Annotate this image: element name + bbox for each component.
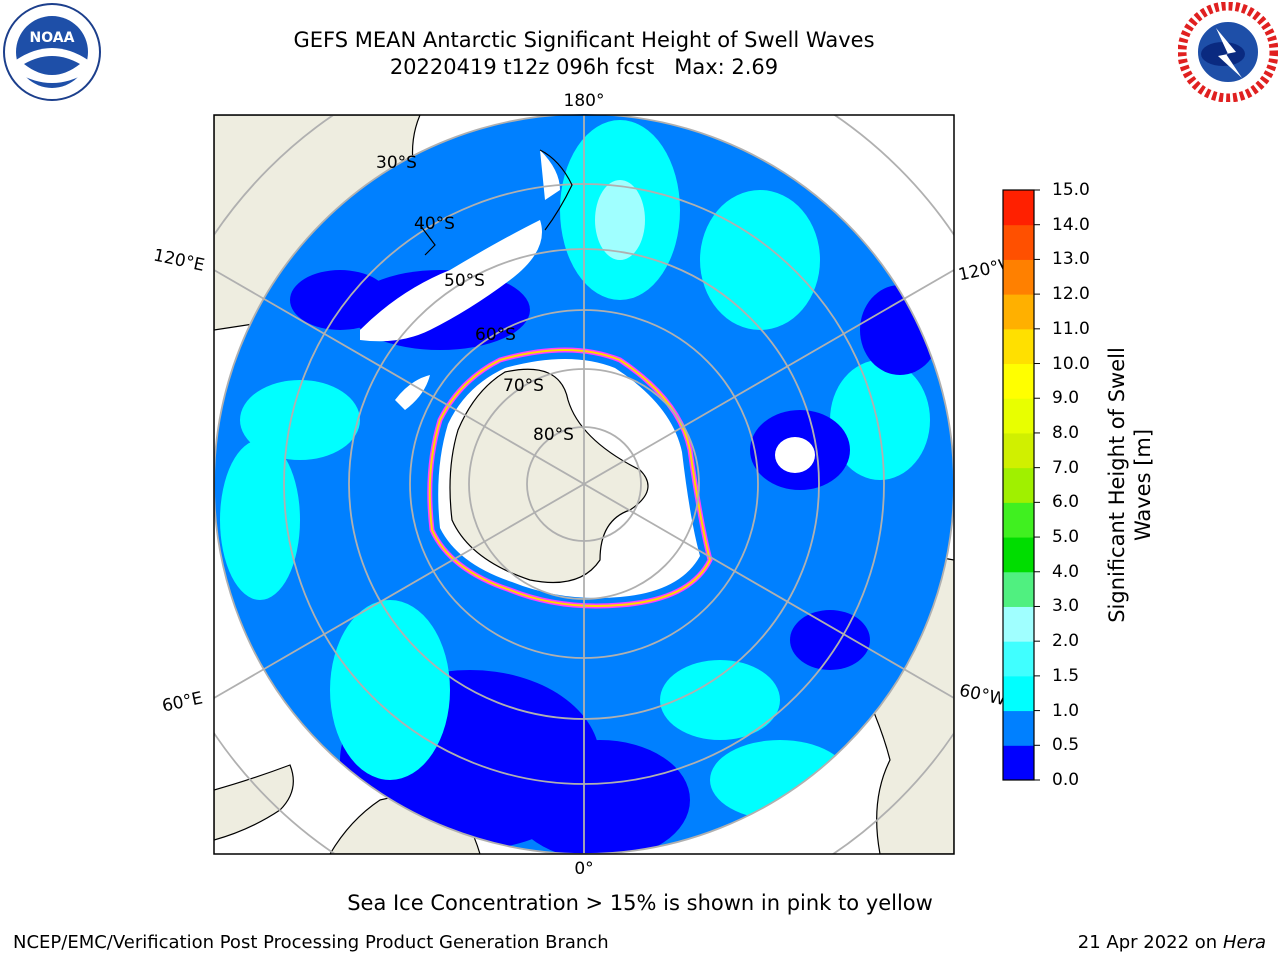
colorbar-title-line1: Significant Height of Swell [1105, 347, 1129, 623]
colorbar-tick-label: 1.0 [1052, 700, 1080, 721]
colorbar-title: Significant Height of Swell Waves [m] [1104, 347, 1156, 623]
colorbar-segment [1003, 259, 1034, 295]
lon-label-left-upper: 120°E [152, 246, 207, 276]
graticule [214, 115, 954, 854]
colorbar-tick-label: 0.0 [1052, 770, 1080, 790]
antarctica [427, 347, 713, 609]
colorbar-tick-label: 8.0 [1052, 422, 1080, 443]
colorbar-segment [1003, 294, 1034, 330]
colorbar-ticks [1034, 189, 1040, 781]
colorbar-tick-label: 10.0 [1052, 353, 1090, 374]
colorbar-segment [1003, 606, 1034, 642]
lat-label-30s: 30°S [376, 153, 417, 173]
lat-label-70s: 70°S [503, 376, 544, 396]
colorbar-segment [1003, 432, 1034, 469]
host-name: Hera [1222, 932, 1266, 953]
date-text: 21 Apr 2022 on [1077, 932, 1218, 953]
colorbar-segment [1003, 710, 1034, 746]
colorbar-tick-label: 2.0 [1052, 631, 1080, 652]
colorbar-title-line2: Waves [m] [1131, 428, 1155, 542]
colorbar-segment [1003, 363, 1034, 399]
colorbar-segment [1003, 502, 1034, 538]
colorbar-segment [1003, 641, 1034, 677]
credit-line: NCEP/EMC/Verification Post Processing Pr… [13, 932, 609, 953]
map-title: GEFS MEAN Antarctic Significant Height o… [293, 28, 875, 52]
lat-label-40s: 40°S [414, 214, 455, 234]
lon-label-top: 180° [564, 91, 605, 111]
colorbar-segment [1003, 571, 1034, 607]
colorbar-segment [1003, 398, 1034, 434]
colorbar-tick-label: 6.0 [1052, 492, 1080, 513]
lon-label-right-lower: 60°W [957, 681, 1007, 710]
colorbar-tick-label: 4.0 [1052, 561, 1080, 582]
noaa-logo-text: NOAA [30, 30, 75, 46]
colorbar-tick-label: 12.0 [1052, 284, 1090, 305]
map-subtitle: 20220419 t12z 096h fcst Max: 2.69 [389, 55, 779, 79]
colorbar [1003, 190, 1034, 781]
map-frame [213, 114, 955, 855]
colorbar-tick-label: 9.0 [1052, 388, 1080, 409]
date-line: 21 Apr 2022 on Hera [1078, 932, 1266, 953]
colorbar-tick-label: 1.5 [1052, 665, 1080, 686]
colorbar-segment [1003, 190, 1034, 226]
lat-label-50s: 50°S [444, 271, 485, 291]
nws-logo-icon [1178, 2, 1278, 102]
lon-label-bottom: 0° [574, 859, 593, 879]
colorbar-segment [1003, 467, 1034, 503]
colorbar-tick-label: 7.0 [1052, 457, 1080, 478]
colorbar-tick-label: 15.0 [1052, 180, 1090, 200]
lat-label-60s: 60°S [475, 325, 516, 345]
lon-label-left-lower: 60°E [160, 688, 204, 716]
sea-ice-note: Sea Ice Concentration > 15% is shown in … [347, 891, 933, 915]
colorbar-segment [1003, 675, 1034, 712]
colorbar-tick-label: 11.0 [1052, 318, 1090, 339]
coastlines [419, 149, 573, 256]
colorbar-segment [1003, 537, 1034, 573]
colorbar-tick-label: 14.0 [1052, 214, 1090, 235]
lat-label-80s: 80°S [533, 425, 574, 445]
colorbar-tick-label: 0.5 [1052, 735, 1080, 756]
colorbar-tick-label: 3.0 [1052, 596, 1080, 617]
colorbar-frame [1002, 189, 1035, 781]
colorbar-segment [1003, 745, 1034, 781]
colorbar-tick-label: 5.0 [1052, 527, 1080, 548]
colorbar-segment [1003, 328, 1034, 365]
colorbar-segment [1003, 224, 1034, 260]
noaa-logo-icon: NOAA [3, 3, 101, 101]
colorbar-tick-label: 13.0 [1052, 249, 1090, 270]
